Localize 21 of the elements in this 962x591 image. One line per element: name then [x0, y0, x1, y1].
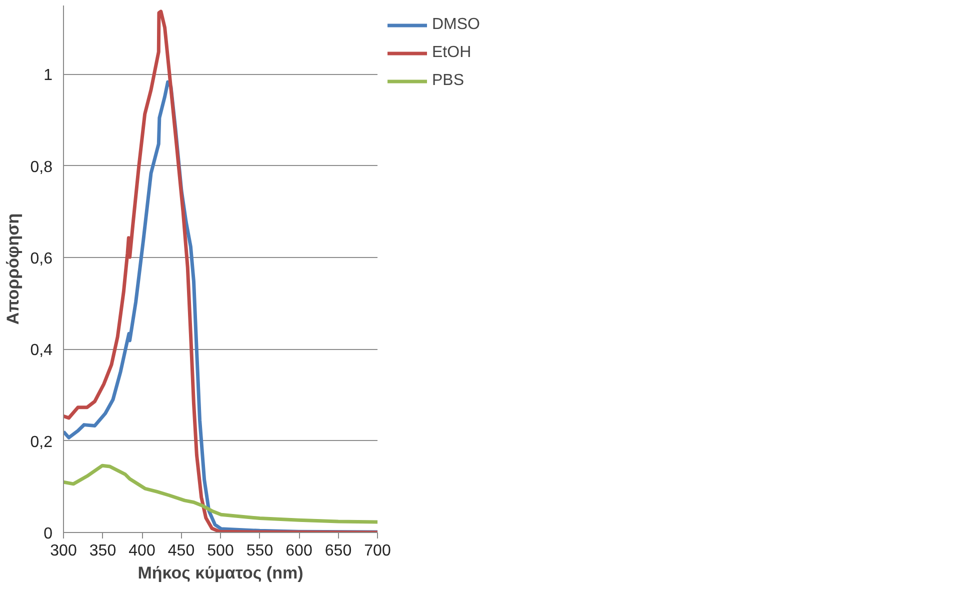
x-tick-label: 650 [324, 542, 352, 560]
x-tick-label: 550 [246, 542, 274, 560]
legend-label: DMSO [432, 16, 480, 34]
y-tick-label: 1 [44, 67, 53, 84]
x-tick-label: 700 [364, 542, 391, 560]
y-tick-label: 0,4 [30, 342, 53, 360]
x-tick-label: 400 [128, 542, 156, 560]
x-tick-label: 350 [89, 542, 116, 560]
y-tick-label: 0,6 [30, 250, 53, 268]
y-tick-label: 0 [44, 526, 53, 542]
x-axis-title: Μήκος κύματος (nm) [138, 564, 304, 582]
line-series [64, 464, 378, 524]
x-tick-label: 500 [207, 542, 234, 560]
x-tick-label: 450 [168, 542, 195, 560]
x-tick-label: 600 [286, 542, 312, 560]
y-tick-label: 0,2 [30, 434, 53, 451]
legend-label: EtOH [432, 44, 472, 62]
y-tick-label: 0,8 [30, 158, 53, 176]
x-tick-label: 300 [50, 542, 77, 560]
y-axis-title: Απορρόφηση [3, 213, 22, 325]
legend-label: PBS [432, 72, 464, 90]
